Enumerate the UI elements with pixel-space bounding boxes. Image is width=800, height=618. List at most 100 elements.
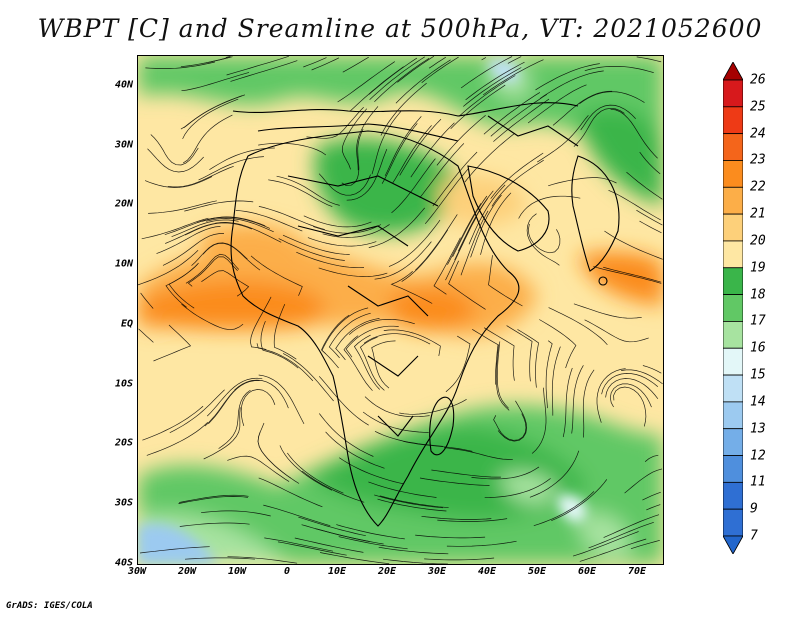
lon-tick-label: 40E xyxy=(477,566,497,577)
colorbar-label: 11 xyxy=(750,474,766,490)
grads-credit: GrADS: IGES/COLA xyxy=(6,601,93,611)
streamline xyxy=(162,233,225,266)
colorbar-segment xyxy=(723,133,743,161)
streamline xyxy=(328,312,371,359)
streamline xyxy=(403,440,473,452)
streamline xyxy=(258,374,305,425)
streamline xyxy=(215,222,282,243)
streamline xyxy=(320,552,390,564)
streamline xyxy=(346,148,388,201)
streamline xyxy=(181,72,250,92)
streamline xyxy=(571,365,584,434)
streamline xyxy=(206,377,263,417)
streamline xyxy=(282,353,334,402)
streamline xyxy=(374,494,443,509)
streamline xyxy=(471,466,540,480)
lat-tick-label: 30N xyxy=(114,139,133,151)
color-bar xyxy=(723,62,743,554)
lon-tick-label: 20E xyxy=(377,566,397,577)
lon-tick-label: 50E xyxy=(527,566,547,577)
streamline xyxy=(537,115,589,163)
streamline xyxy=(539,319,577,369)
streamline xyxy=(368,57,418,95)
streamline xyxy=(368,481,437,498)
colorbar-label: 21 xyxy=(750,206,766,222)
colorbar-segment xyxy=(723,481,743,510)
streamline xyxy=(421,56,459,83)
map-plot-area xyxy=(137,55,664,565)
streamline xyxy=(646,504,661,511)
streamline xyxy=(277,541,347,556)
streamline xyxy=(282,234,350,255)
lat-tick-label: 10N xyxy=(114,258,133,270)
colorbar-segment xyxy=(723,347,743,376)
coastline-layer xyxy=(230,102,620,527)
lon-tick-label: 60E xyxy=(577,566,597,577)
streamline xyxy=(529,450,580,498)
streamline xyxy=(353,334,380,390)
streamline xyxy=(369,56,425,101)
streamline xyxy=(644,454,659,462)
streamline xyxy=(377,498,447,512)
lon-tick-label: 0 xyxy=(283,566,291,577)
lon-tick-label: 10E xyxy=(327,566,347,577)
streamline xyxy=(584,319,649,343)
colorbar-label: 14 xyxy=(750,394,766,410)
streamline xyxy=(419,477,490,486)
colorbar-label: 7 xyxy=(750,528,758,544)
streamline xyxy=(580,104,636,131)
colorbar-segment xyxy=(723,106,743,135)
streamline xyxy=(495,344,510,411)
streamline xyxy=(208,380,260,425)
lat-tick-label: 10S xyxy=(114,378,133,390)
streamline xyxy=(531,387,547,454)
streamline xyxy=(464,132,516,183)
streamline xyxy=(184,200,254,212)
streamline xyxy=(183,114,233,164)
streamline xyxy=(171,219,239,238)
streamline xyxy=(258,206,325,230)
streamline xyxy=(482,59,544,96)
colorbar-segment xyxy=(723,160,743,188)
colorbar-segment xyxy=(723,321,743,349)
colorbar-segment xyxy=(723,428,743,456)
streamline xyxy=(264,537,334,552)
streamline xyxy=(263,504,331,527)
streamline xyxy=(240,389,276,426)
lat-tick-label: 40N xyxy=(114,79,133,91)
streamline xyxy=(383,558,448,564)
streamline xyxy=(399,398,467,415)
streamline xyxy=(506,325,533,382)
streamline xyxy=(227,556,298,564)
streamline xyxy=(325,431,385,469)
streamline xyxy=(445,217,477,281)
streamline xyxy=(384,116,422,177)
streamline xyxy=(268,179,333,207)
streamline xyxy=(392,125,432,184)
colorbar-segment xyxy=(723,508,743,537)
streamline xyxy=(493,413,527,441)
streamline xyxy=(465,61,525,101)
colorbar-label: 23 xyxy=(750,152,766,168)
streamline xyxy=(551,479,608,522)
colorbar-segment xyxy=(723,267,743,295)
streamline xyxy=(250,255,303,296)
streamline xyxy=(319,413,374,457)
streamline xyxy=(483,327,515,381)
map-title: WBPT [C] and Sreamline at 500hPa, VT: 20… xyxy=(37,14,763,43)
streamline xyxy=(335,318,380,361)
streamline xyxy=(257,422,292,479)
streamline xyxy=(490,94,547,137)
streamline xyxy=(517,329,539,388)
streamline xyxy=(572,531,639,557)
streamline xyxy=(230,60,298,82)
streamline xyxy=(601,373,659,395)
streamline xyxy=(497,400,528,442)
streamline xyxy=(424,168,469,225)
streamline xyxy=(391,158,436,214)
streamline xyxy=(201,510,271,517)
streamline xyxy=(507,56,522,64)
streamline xyxy=(303,215,372,228)
streamline xyxy=(551,346,561,416)
streamline xyxy=(605,378,659,400)
